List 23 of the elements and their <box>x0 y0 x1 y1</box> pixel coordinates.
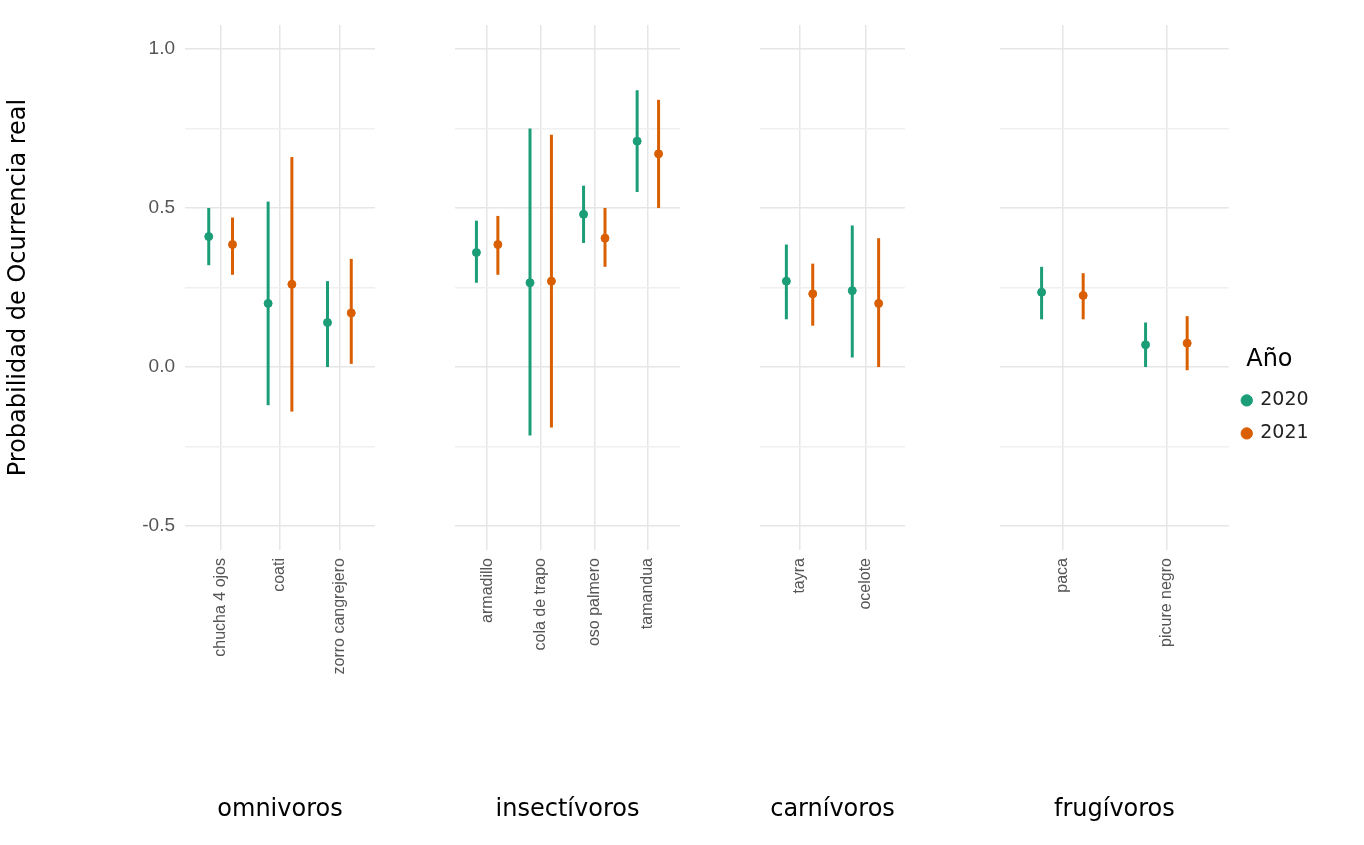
legend-label: 2020 <box>1260 387 1309 410</box>
x-tick-label: coati <box>270 558 288 592</box>
x-tick-label: ocelote <box>855 557 873 610</box>
x-tick-label: picure negro <box>1156 557 1174 647</box>
x-tick-label: paca <box>1052 557 1070 593</box>
x-axis-title: frugívoros <box>1053 794 1175 823</box>
x-tick-label: cola de trapo <box>531 557 549 651</box>
x-tick-label: tayra <box>789 557 807 594</box>
x-axis-title: carnívoros <box>770 794 895 823</box>
x-tick-label: chucha 4 ojos <box>211 558 229 657</box>
y-axis-title: Probabilidad de Ocurrencia real <box>2 98 31 477</box>
x-axis-title: omnivoros <box>217 794 343 823</box>
legend-label: 2021 <box>1260 420 1309 443</box>
x-tick-label: tamandua <box>638 557 656 630</box>
x-tick-label: zorro cangrejero <box>329 557 347 675</box>
x-tick-label: oso palmero <box>584 557 602 647</box>
legend-title: Año <box>1246 344 1293 373</box>
x-tick-label: armadillo <box>477 557 495 623</box>
y-tick-label: 0.0 <box>148 355 175 377</box>
y-tick-label: -0.5 <box>142 514 175 536</box>
y-tick-label: 1.0 <box>148 37 175 59</box>
x-axis-title: insectívoros <box>495 794 640 823</box>
y-tick-label: 0.5 <box>148 196 175 218</box>
